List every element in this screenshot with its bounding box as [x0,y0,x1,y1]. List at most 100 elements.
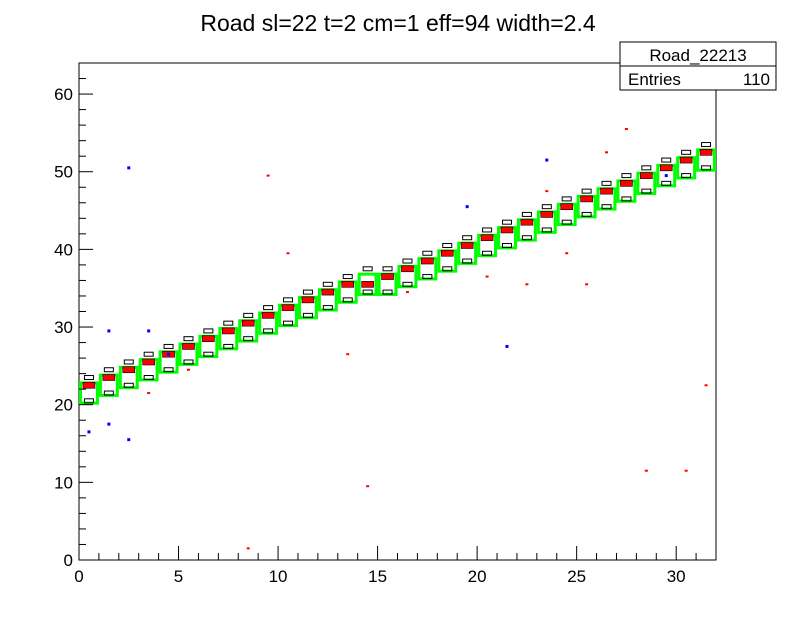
red-hit [605,151,609,154]
x-tick-label: 30 [667,567,686,586]
x-tick-label: 0 [74,567,83,586]
red-hit [286,252,290,255]
blue-hit [505,344,509,348]
red-hit [346,353,350,356]
red-hit [401,265,414,273]
hit-box [482,227,493,233]
hit-box [163,367,174,373]
blue-hit [127,438,131,442]
hit-box [203,351,214,357]
red-hit [580,195,593,203]
red-hit [684,469,688,472]
red-hit [266,174,270,177]
red-hit [525,283,529,286]
hit-box [482,250,493,256]
hit-box [521,235,532,241]
red-hit [480,234,494,242]
red-hit [624,128,628,131]
hit-box [661,180,672,186]
red-hit [182,343,195,350]
blue-hit [107,329,111,333]
hit-box [143,375,154,381]
hit-box [123,359,134,365]
stats-entries-label: Entries [628,70,681,89]
red-hit [440,249,454,257]
hit-box [103,367,114,373]
hit-box [203,328,214,334]
hit-box [283,297,294,303]
red-hit [186,368,190,371]
red-hit [560,203,574,210]
red-hit [585,283,589,286]
hit-box [402,258,413,264]
y-tick-label: 0 [64,551,73,570]
stats-box: Road_22213 Entries 110 [619,41,777,91]
red-hit [366,485,370,488]
hit-box [422,274,433,280]
red-hit [102,374,116,381]
hit-box [621,173,632,179]
hit-box [243,312,254,318]
blue-hit [127,166,131,170]
plot-area [78,62,717,561]
red-hit [600,187,613,195]
hit-box [263,305,274,311]
hit-box [83,375,94,381]
hit-box [422,250,433,256]
hit-box [501,242,512,248]
hit-box [362,289,373,295]
hit-box [581,211,592,217]
hit-box [541,204,552,210]
x-tick-label: 5 [174,567,183,586]
red-hit [565,252,569,255]
red-hit [281,304,295,311]
red-hit [361,281,374,288]
hit-box [442,266,453,272]
hit-box [681,173,692,179]
red-hit [540,211,554,218]
red-hit [381,273,394,280]
blue-hit-marks [87,158,668,442]
y-tick-label: 50 [54,163,73,182]
hit-box [581,188,592,194]
x-tick-label: 15 [368,567,387,586]
blue-hit [545,158,549,162]
blue-hit [167,352,171,356]
hit-box [302,289,313,295]
red-hit [202,335,215,342]
red-hit [301,296,315,304]
hit-box [223,320,234,326]
hit-box [83,398,94,404]
hit-box [322,305,333,311]
hit-box [163,343,174,349]
hit-box [402,281,413,287]
black-hit-boxes [83,142,712,404]
road-cells [79,148,716,405]
hit-box [641,165,652,171]
red-hit [485,275,489,278]
hit-box [462,235,473,241]
hit-box [382,289,393,295]
red-hit [500,226,514,234]
hit-box [243,336,254,342]
red-hit [321,288,335,296]
hit-box [641,188,652,194]
hit-box [183,359,194,365]
blue-hit [147,329,151,333]
hit-box [621,196,632,202]
hit-box [263,328,274,334]
red-hit [122,366,136,374]
hit-box [362,266,373,272]
red-hit [699,149,713,156]
hit-box [561,196,572,202]
red-hit [261,312,275,319]
hit-box [462,258,473,264]
hit-box [103,390,114,396]
hit-box [601,204,612,210]
red-hit [679,156,693,164]
x-tick-label: 10 [269,567,288,586]
x-tick-label: 25 [567,567,586,586]
hit-box [521,211,532,217]
hit-box [283,320,294,326]
